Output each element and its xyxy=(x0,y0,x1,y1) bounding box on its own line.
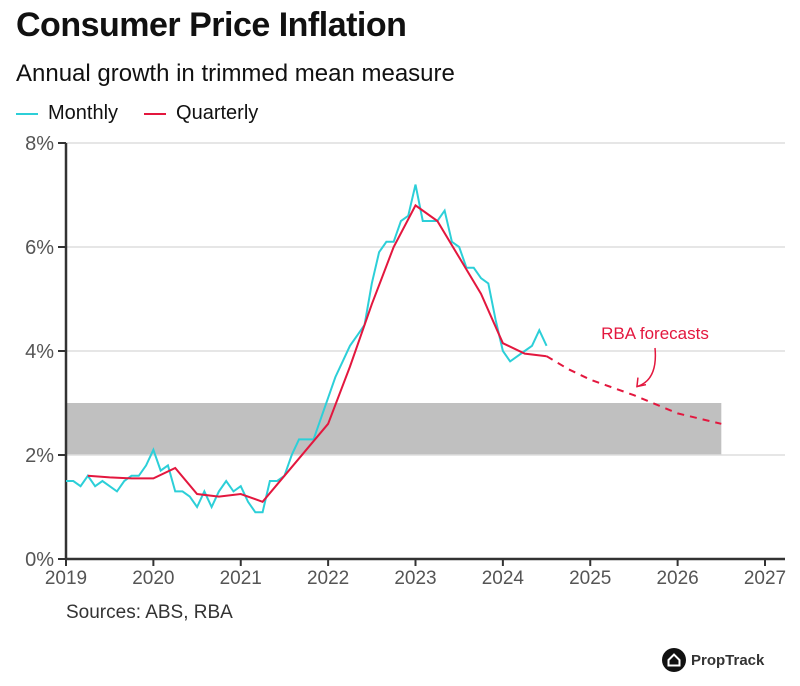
y-tick-label: 8% xyxy=(25,133,54,155)
x-tick-label: 2021 xyxy=(220,568,262,589)
x-tick-label: 2019 xyxy=(45,568,87,589)
legend-swatch-quarterly xyxy=(144,112,167,115)
legend-swatch-monthly xyxy=(16,112,38,115)
y-tick-label: 4% xyxy=(25,341,54,363)
y-tick-label: 0% xyxy=(25,549,54,571)
chart-title: Consumer Price Inflation xyxy=(16,6,407,44)
target-band xyxy=(66,403,722,455)
x-tick-label: 2023 xyxy=(394,568,436,589)
y-tick-label: 6% xyxy=(25,237,54,259)
x-tick-label: 2026 xyxy=(656,568,698,589)
legend-label: Quarterly xyxy=(176,102,259,124)
x-tick-label: 2022 xyxy=(307,568,349,589)
legend-item-quarterly: Quarterly xyxy=(144,102,258,125)
x-tick-label: 2020 xyxy=(132,568,174,589)
annotation-arrow xyxy=(636,347,657,388)
legend: Monthly Quarterly xyxy=(16,102,258,125)
legend-item-monthly: Monthly xyxy=(16,102,118,125)
series-line-monthly xyxy=(66,184,548,514)
x-tick-label: 2024 xyxy=(482,568,525,589)
legend-label: Monthly xyxy=(48,102,119,124)
annotation-label: RBA forecasts xyxy=(601,324,709,343)
house-icon xyxy=(662,648,686,672)
source-note: Sources: ABS, RBA xyxy=(66,602,233,623)
chart-subtitle: Annual growth in trimmed mean measure xyxy=(16,60,455,87)
arrowhead-icon xyxy=(636,377,647,388)
x-tick-label: 2027 xyxy=(744,568,786,589)
proptrack-logo: PropTrack xyxy=(662,648,764,672)
logo-text: PropTrack xyxy=(691,651,765,669)
series-line-quarterly xyxy=(87,203,547,503)
y-tick-label: 2% xyxy=(25,445,54,467)
x-tick-label: 2025 xyxy=(569,568,611,589)
